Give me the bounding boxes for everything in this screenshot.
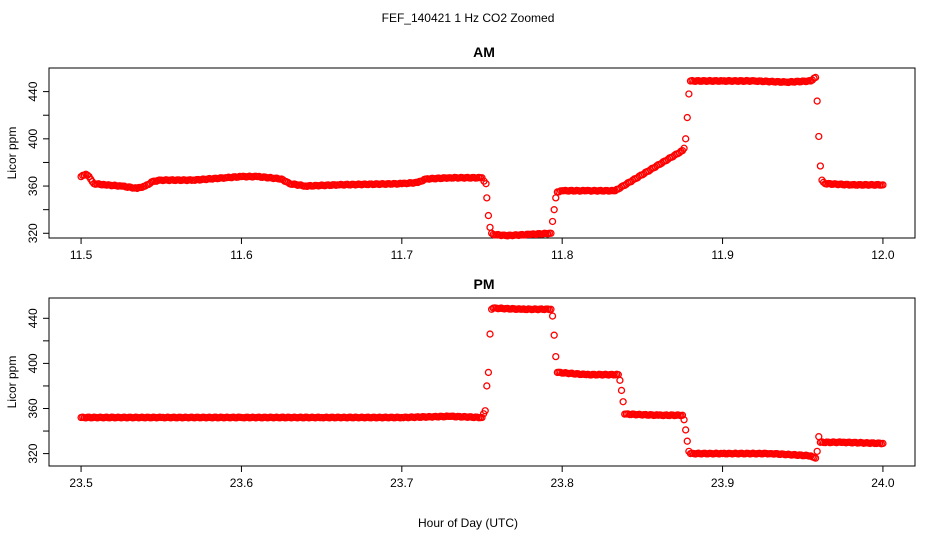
am-data-point xyxy=(552,194,560,202)
am-x-tick-label: 11.6 xyxy=(230,248,253,262)
pm-y-tick-label: 360 xyxy=(26,398,40,418)
am-data-point xyxy=(486,223,494,232)
am-y-tick-label: 440 xyxy=(26,81,40,101)
am-y-axis: 320 360 400 440 xyxy=(26,81,49,243)
pm-data-point xyxy=(680,416,688,424)
am-data-point xyxy=(683,113,691,122)
figure-title: FEF_140421 1 Hz CO2 Zoomed xyxy=(382,11,555,25)
pm-y-tick-label: 440 xyxy=(26,308,40,328)
pm-x-tick-label: 23.6 xyxy=(230,476,254,490)
am-data-point xyxy=(685,90,693,98)
am-data-point xyxy=(815,132,823,141)
pm-panel: PM Licor ppm 23.5 23.6 23.7 23.8 23.9 24.0 32… xyxy=(5,276,916,490)
pm-y-axis: 320 360 400 440 xyxy=(26,308,49,464)
pm-y-tick-label: 320 xyxy=(26,443,40,463)
pm-x-tick-label: 23.8 xyxy=(551,476,575,490)
am-x-tick-label: 12.0 xyxy=(871,248,895,262)
pm-data-point xyxy=(811,454,820,462)
pm-data-point xyxy=(486,330,494,338)
am-data-point xyxy=(813,97,821,105)
am-data-point xyxy=(682,135,690,143)
am-data-point xyxy=(483,194,491,202)
pm-data-point xyxy=(548,312,557,320)
pm-data-point xyxy=(484,368,493,377)
am-x-tick-label: 11.8 xyxy=(551,248,574,262)
pm-plot-frame xyxy=(48,297,916,467)
pm-data-point xyxy=(617,386,626,395)
am-x-tick-label: 11.7 xyxy=(391,248,414,262)
am-x-tick-label: 11.9 xyxy=(711,248,734,262)
pm-data-point xyxy=(552,352,560,361)
pm-data-point xyxy=(547,305,555,313)
pm-data-point xyxy=(813,447,821,455)
pm-data-point xyxy=(483,382,491,390)
am-y-tick-label: 360 xyxy=(26,176,40,196)
am-ylabel: Licor ppm xyxy=(5,127,19,180)
am-data-point xyxy=(879,181,887,189)
am-y-tick-label: 320 xyxy=(26,223,40,243)
am-data-point xyxy=(550,206,558,214)
pm-data-point xyxy=(879,439,887,448)
pm-data-points xyxy=(77,304,887,462)
pm-data-point xyxy=(683,437,691,445)
pm-data-point xyxy=(619,398,627,406)
am-title: AM xyxy=(473,44,495,60)
pm-data-point xyxy=(678,411,687,419)
am-data-point xyxy=(811,73,820,82)
pm-title: PM xyxy=(474,276,495,292)
am-data-point xyxy=(482,180,490,188)
am-data-point xyxy=(548,217,557,226)
pm-data-point xyxy=(616,376,624,384)
figure-xlabel: Hour of Day (UTC) xyxy=(418,516,518,530)
pm-data-point xyxy=(481,407,489,415)
pm-x-tick-label: 23.7 xyxy=(390,476,414,490)
am-panel: AM Licor ppm 11.5 11.6 11.7 11.8 11.9 12.0 32… xyxy=(5,44,916,262)
pm-ylabel: Licor ppm xyxy=(5,356,19,409)
am-data-point xyxy=(547,229,555,237)
pm-data-point xyxy=(478,413,486,422)
am-y-tick-label: 400 xyxy=(26,129,40,149)
am-data-point xyxy=(680,144,688,152)
am-plot-frame xyxy=(48,67,916,239)
pm-x-tick-label: 23.5 xyxy=(69,476,93,490)
pm-x-tick-label: 24.0 xyxy=(871,476,895,490)
pm-x-axis: 23.5 23.6 23.7 23.8 23.9 24.0 xyxy=(69,466,895,490)
pm-data-point xyxy=(682,426,690,434)
am-data-points xyxy=(77,73,887,240)
am-x-tick-label: 11.5 xyxy=(70,248,93,262)
pm-data-point xyxy=(550,331,558,339)
pm-y-tick-label: 400 xyxy=(26,353,40,373)
am-data-point xyxy=(484,211,493,220)
pm-x-tick-label: 23.9 xyxy=(711,476,735,490)
am-data-point xyxy=(816,162,825,170)
am-x-axis: 11.5 11.6 11.7 11.8 11.9 12.0 xyxy=(70,238,895,262)
